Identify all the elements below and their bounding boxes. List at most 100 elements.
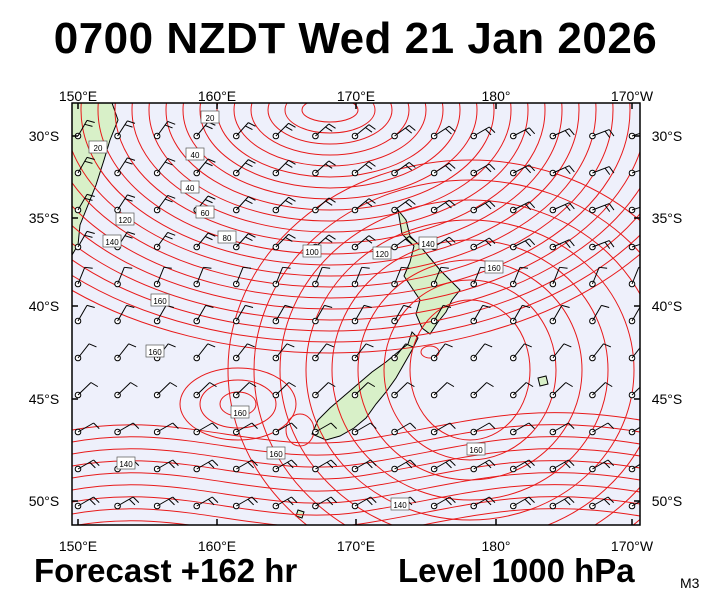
- wind-barb: [589, 266, 608, 288]
- wind-barb: [272, 122, 296, 140]
- axis-ticks: [72, 103, 640, 525]
- wind-barb: [232, 496, 258, 510]
- wind-barb: [193, 158, 216, 177]
- wind-barb: [391, 382, 415, 399]
- isobar: [267, 103, 393, 145]
- wind-barb: [430, 496, 456, 510]
- wind-barb: [272, 496, 298, 510]
- wind-barb: [509, 343, 532, 362]
- wind-barb: [193, 343, 216, 362]
- svg-text:20: 20: [94, 144, 103, 153]
- isobar: [148, 103, 512, 222]
- wind-barb: [589, 240, 615, 251]
- wind-barb: [272, 343, 295, 362]
- lon-label-bottom-170w: 170°W: [611, 538, 654, 554]
- wind-barb: [589, 459, 615, 473]
- contour-label: 160: [145, 344, 165, 358]
- wind-barb: [549, 239, 575, 251]
- contour-label: 60: [195, 205, 215, 219]
- isobar: [284, 103, 376, 134]
- wind-barb: [74, 193, 95, 214]
- contour-layer: [72, 103, 640, 525]
- svg-text:60: 60: [201, 209, 210, 218]
- isobar: [75, 508, 640, 525]
- wind-barb: [509, 201, 536, 214]
- isobar: [72, 103, 597, 277]
- lat-label-right-35s: 35°S: [652, 210, 683, 226]
- wind-barb: [628, 169, 640, 177]
- wind-barb: [509, 382, 534, 399]
- wind-barb: [509, 459, 535, 473]
- landmass: [295, 509, 305, 519]
- wind-barb: [312, 459, 338, 473]
- contour-label: 80: [217, 230, 237, 244]
- isobar: [253, 179, 640, 525]
- wind-barb: [628, 266, 640, 288]
- lat-label-right-30s: 30°S: [652, 128, 683, 144]
- svg-text:140: 140: [105, 238, 119, 247]
- wind-barb: [351, 304, 372, 325]
- isobar: [114, 103, 546, 244]
- wind-barb: [74, 304, 95, 325]
- wind-barb: [549, 266, 568, 288]
- svg-text:140: 140: [393, 501, 407, 510]
- wind-barb: [312, 123, 336, 140]
- isobar: [72, 448, 640, 480]
- isobar: [72, 412, 640, 444]
- isobar: [72, 253, 640, 354]
- isobar: [72, 496, 640, 525]
- svg-text:20: 20: [206, 114, 215, 123]
- lat-label-left-45s: 45°S: [29, 391, 60, 407]
- lat-label-right-45s: 45°S: [652, 391, 683, 407]
- wind-barb: [114, 194, 136, 214]
- svg-text:160: 160: [233, 409, 247, 418]
- wind-barb: [114, 422, 140, 436]
- lat-label-left-40s: 40°S: [29, 298, 60, 314]
- landmass: [537, 375, 549, 387]
- isobar: [305, 219, 635, 521]
- wind-barb: [312, 343, 335, 362]
- svg-text:160: 160: [153, 297, 167, 306]
- wind-barb: [193, 266, 212, 288]
- wind-barb: [589, 304, 610, 325]
- lon-label-bottom-150e: 150°E: [59, 538, 97, 554]
- wind-barb: [509, 164, 536, 177]
- wind-barb: [628, 243, 640, 251]
- wind-barb: [430, 266, 449, 288]
- wind-barb: [351, 235, 376, 251]
- wind-barb: [351, 422, 377, 436]
- isobar: [72, 234, 640, 343]
- wind-barb: [272, 382, 296, 399]
- wind-barb: [193, 422, 219, 436]
- svg-text:40: 40: [186, 184, 195, 193]
- wind-barb: [549, 128, 575, 140]
- wind-barb: [193, 496, 219, 510]
- pressure-level: Level 1000 hPa: [398, 552, 635, 589]
- wind-barb: [193, 304, 214, 325]
- wind-barb: [153, 459, 179, 473]
- lon-label-top-180: 180°: [482, 88, 511, 104]
- wind-barb: [470, 126, 496, 140]
- contour-label: 100: [302, 244, 322, 258]
- lat-label-right-40s: 40°S: [652, 298, 683, 314]
- svg-text:80: 80: [223, 234, 232, 243]
- lon-label-top-160e: 160°E: [198, 88, 236, 104]
- isobar: [216, 103, 444, 178]
- isobar: [72, 187, 640, 321]
- wind-barb: [470, 382, 494, 399]
- svg-text:120: 120: [375, 250, 389, 259]
- contour-label: 160: [230, 405, 250, 419]
- wind-barb: [628, 463, 640, 473]
- wind-barb: [430, 304, 451, 325]
- wind-barb: [351, 266, 370, 288]
- isobar: [179, 367, 297, 441]
- chart-title: 0700 NZDT Wed 21 Jan 2026: [53, 14, 658, 63]
- wind-barb: [509, 127, 536, 140]
- isobar: [72, 436, 640, 468]
- wind-barb: [549, 165, 575, 177]
- wind-barb: [232, 196, 256, 214]
- isobar: [72, 424, 640, 456]
- wind-barb: [470, 163, 496, 177]
- wind-barb: [232, 122, 256, 140]
